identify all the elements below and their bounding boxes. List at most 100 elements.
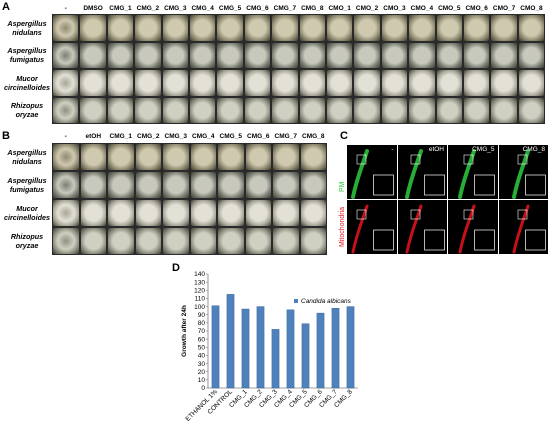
y-tick-label: 40 [198, 353, 206, 360]
y-tick-label: 140 [194, 271, 205, 278]
bar [211, 305, 220, 389]
panel-c-column-header: CMG_8 [522, 146, 545, 153]
a-column-header: CMG_8 [301, 5, 324, 12]
b-plate-image [273, 172, 299, 198]
mitochondria-micrograph [498, 200, 548, 254]
b-plate-image [108, 172, 134, 198]
y-tick-label: 100 [194, 304, 205, 311]
a-plate-image [190, 15, 216, 41]
b-plate-image [273, 144, 299, 170]
a-plate-image [217, 70, 243, 96]
a-plate-image [299, 15, 325, 41]
a-plate-image [299, 42, 325, 68]
b-column-header: CMG_8 [302, 133, 325, 140]
a-plate-image [53, 70, 79, 96]
b-plate-image [163, 144, 189, 170]
a-plate-image [354, 70, 380, 96]
b-plate-image [53, 228, 79, 254]
a-plate-image [217, 97, 243, 123]
a-plate-image [217, 15, 243, 41]
a-plate-image [53, 97, 79, 123]
a-plate-image [272, 70, 298, 96]
b-column-header: CMG_5 [219, 133, 242, 140]
a-plate-image [107, 15, 134, 41]
y-tick-label: 0 [201, 385, 205, 392]
a-plate-image [53, 42, 79, 68]
a-column-header: CMG_4 [191, 5, 214, 12]
b-column-header: CMG_7 [274, 133, 297, 140]
a-plate-image [518, 42, 545, 68]
b-plate-image [245, 172, 271, 198]
b-plate-image [218, 172, 244, 198]
a-plate-image [135, 42, 161, 68]
a-plate-image [491, 42, 517, 68]
a-plate-image [436, 42, 462, 68]
b-plate-image [163, 200, 189, 226]
a-plate-image [518, 70, 545, 96]
a-plate-image [491, 97, 517, 123]
a-plate-image [409, 70, 435, 96]
a-plate-image [354, 15, 380, 41]
bar [286, 309, 295, 389]
a-plate-image [464, 97, 490, 123]
a-plate-image [464, 42, 490, 68]
a-plate-image [80, 70, 106, 96]
a-plate-image [381, 15, 408, 41]
b-column-header: CMG_6 [247, 133, 270, 140]
y-tick-label: 20 [198, 369, 206, 376]
a-plate-image [381, 42, 408, 68]
b-plate-image [135, 228, 161, 254]
a-row-label-genus: Rhizopus [10, 101, 44, 111]
a-plate-image [272, 97, 298, 123]
bar [316, 312, 325, 389]
b-plate-image [218, 228, 244, 254]
a-column-header: CMG_3 [164, 5, 187, 12]
bar [226, 294, 235, 389]
a-column-header: DMSO [83, 5, 103, 12]
a-plate-image [107, 70, 134, 96]
a-plate-image [244, 97, 271, 123]
b-plate-image [135, 172, 161, 198]
a-plate-image [327, 70, 353, 96]
a-column-header: CMG_6 [246, 5, 269, 12]
a-plate-image [217, 42, 243, 68]
mitochondria-row-label: Mitochondria [339, 206, 346, 247]
a-column-header: CMO_7 [492, 5, 516, 12]
b-plate-image [53, 144, 79, 170]
b-plate-image [135, 144, 161, 170]
b-plate-image [163, 172, 189, 198]
pm-row-label: PM [339, 181, 346, 193]
b-row-label-genus: Mucor [16, 204, 38, 213]
panel-b-letter: B [2, 130, 10, 142]
b-plate-image [300, 172, 326, 198]
a-plate-image [491, 15, 517, 41]
b-plate-image [245, 200, 271, 226]
a-row-label-species: nidulans [12, 27, 42, 37]
a-plate-image [244, 15, 271, 41]
a-plate-image [244, 70, 271, 96]
a-plate-image [135, 97, 161, 123]
b-row-label: Mucor circinelloides [2, 204, 52, 222]
a-plate-image [327, 42, 353, 68]
a-plate-image [409, 15, 435, 41]
b-plate-image [108, 144, 134, 170]
b-row-label-species: nidulans [12, 157, 42, 166]
y-tick-label: 70 [198, 328, 206, 335]
b-plate-image [190, 228, 216, 254]
a-row-label-genus: Mucor [16, 73, 38, 83]
panel-c-letter: C [340, 130, 348, 142]
y-tick-label: 120 [194, 287, 205, 294]
b-plate-image [190, 172, 216, 198]
b-plate-image [218, 200, 244, 226]
pm-micrograph: etOH [397, 145, 447, 199]
b-plate-image [163, 228, 189, 254]
a-plate-image [299, 97, 325, 123]
b-row-label-genus: Rhizopus [10, 232, 44, 241]
b-plate-image [300, 144, 326, 170]
a-plate-image [381, 97, 408, 123]
a-column-header: CMG_7 [273, 5, 297, 12]
mitochondria-micrograph [397, 200, 447, 254]
bar [256, 306, 265, 389]
bar [331, 308, 340, 389]
